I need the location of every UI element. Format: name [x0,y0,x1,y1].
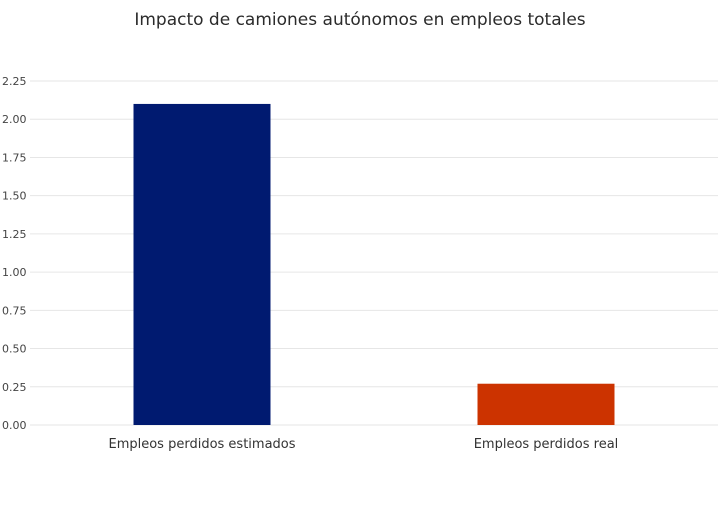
bar-actual-jobs-lost[interactable] [477,383,615,425]
y-tick-label: 2.25 [2,75,27,88]
y-tick-label: 0.25 [2,381,27,394]
x-axis-categories: Empleos perdidos estimados Empleos perdid… [108,437,618,452]
gridlines [30,80,718,426]
y-tick-label: 1.75 [2,151,27,164]
y-tick-label: 0.00 [2,419,27,432]
y-tick-label: 1.00 [2,266,27,279]
bar-estimated-jobs-lost[interactable] [133,103,271,425]
y-tick-label: 0.50 [2,343,27,356]
bars [133,103,615,425]
y-tick-label: 1.25 [2,228,27,241]
y-tick-label: 2.00 [2,113,27,126]
y-axis-ticks: 0.00 0.25 0.50 0.75 1.00 1.25 1.50 1.75 2.00 2.25 [2,75,27,432]
x-category-label: Empleos perdidos estimados [108,437,295,452]
y-tick-label: 1.50 [2,190,27,203]
chart-title: Impacto de camiones autónomos en empleos… [134,10,585,30]
y-tick-label: 0.75 [2,304,27,317]
x-category-label: Empleos perdidos real [474,437,619,452]
